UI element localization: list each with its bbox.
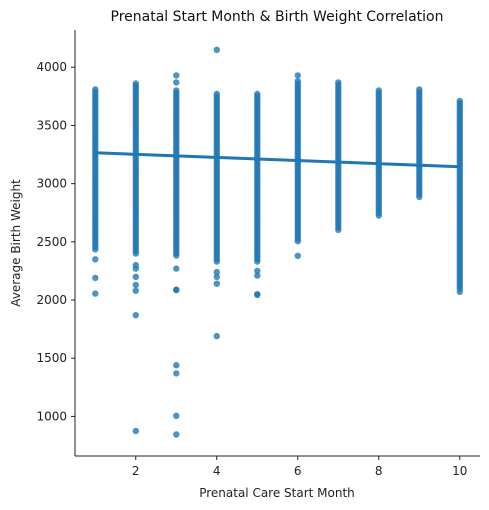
data-point <box>173 252 180 259</box>
outlier-point <box>173 79 180 86</box>
y-axis-ticks: 1000 1500 2000 2500 3000 3500 4000 <box>36 60 75 423</box>
outlier-point <box>132 287 139 294</box>
data-point <box>92 246 99 253</box>
x-tick-label: 4 <box>213 464 221 478</box>
data-points <box>92 46 463 438</box>
outlier-point <box>294 72 301 79</box>
outlier-point <box>173 412 180 419</box>
outlier-point <box>213 273 220 280</box>
outlier-point <box>132 281 139 289</box>
outlier-point <box>254 267 261 275</box>
x-axis-title: Prenatal Care Start Month <box>199 486 355 500</box>
x-tick-label: 2 <box>132 464 140 478</box>
outlier-point <box>132 312 139 319</box>
outlier-point <box>173 265 180 272</box>
outlier-point <box>254 291 261 298</box>
y-tick-label: 2500 <box>36 235 67 249</box>
outlier-point <box>173 72 180 79</box>
outlier-point <box>132 273 139 280</box>
outlier-point <box>92 290 99 297</box>
x-axis-ticks: 2 4 6 8 10 <box>132 456 467 478</box>
outlier-point <box>213 280 220 287</box>
y-tick-label: 1000 <box>36 409 67 423</box>
data-point <box>294 238 301 245</box>
regression-line <box>95 151 460 169</box>
outlier-point <box>173 286 180 294</box>
data-point <box>213 258 220 265</box>
outlier-point <box>213 46 220 53</box>
outlier-point <box>92 256 99 263</box>
y-tick-label: 1500 <box>36 351 67 365</box>
data-point <box>132 250 139 257</box>
data-point <box>335 226 342 234</box>
outlier-point <box>92 274 99 282</box>
outlier-point <box>213 268 220 276</box>
data-point <box>416 193 423 201</box>
outlier-point <box>132 427 139 435</box>
y-tick-label: 2000 <box>36 293 67 307</box>
outlier-point <box>213 332 220 340</box>
x-tick-label: 8 <box>375 464 383 478</box>
outlier-point <box>173 431 180 438</box>
chart-title: Prenatal Start Month & Birth Weight Corr… <box>111 9 444 25</box>
data-point <box>254 258 261 265</box>
outlier-point <box>456 288 463 296</box>
outlier-point <box>173 370 180 377</box>
x-tick-label: 10 <box>452 464 467 478</box>
y-tick-label: 4000 <box>36 60 67 74</box>
regression-layer <box>95 151 460 169</box>
outlier-point <box>254 272 261 279</box>
y-axis-title: Average Birth Weight <box>9 179 23 307</box>
outlier-point <box>294 252 301 259</box>
data-point <box>375 212 382 219</box>
y-tick-label: 3500 <box>36 118 67 132</box>
outlier-point <box>132 265 139 272</box>
outlier-point <box>173 362 180 369</box>
x-tick-label: 6 <box>294 464 302 478</box>
y-tick-label: 3000 <box>36 177 67 191</box>
